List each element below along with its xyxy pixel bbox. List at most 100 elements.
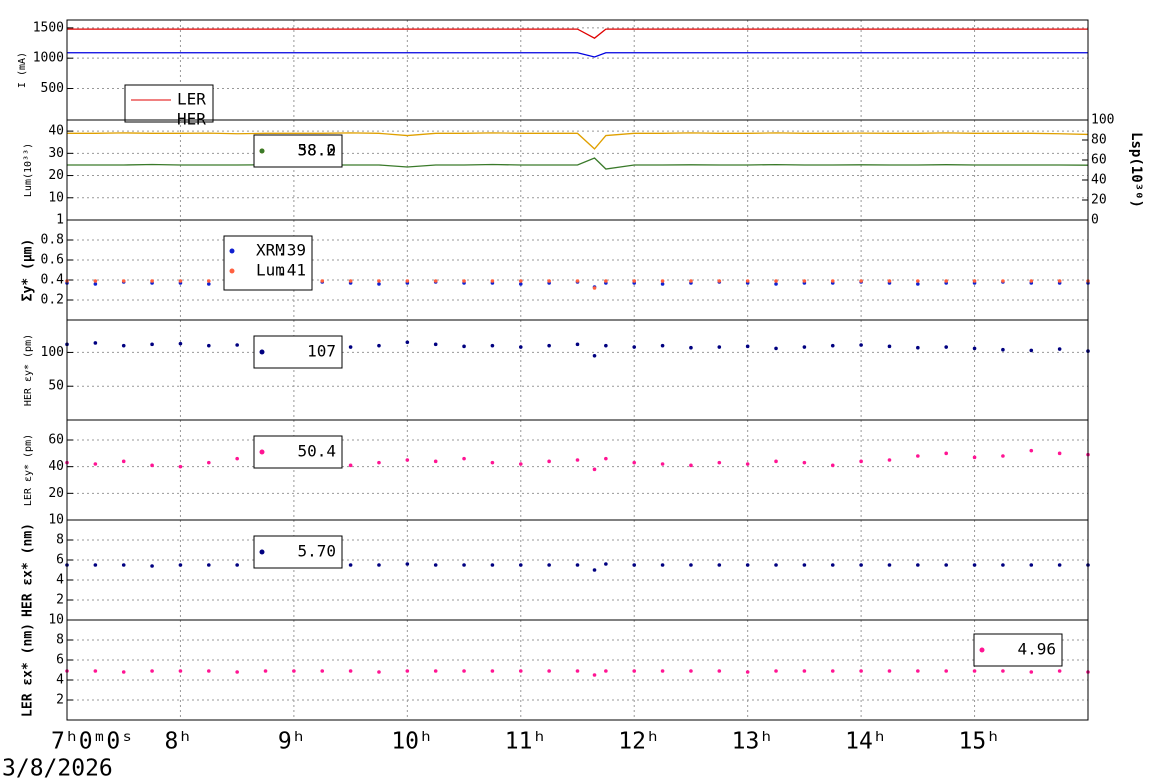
- y-tick-label: 20: [48, 486, 64, 501]
- data-point: [433, 563, 438, 567]
- data-point: [178, 341, 183, 346]
- data-point: [802, 279, 807, 283]
- y-axis-label: Σy* (µm): [21, 239, 36, 302]
- data-point: [972, 669, 977, 673]
- data-point: [660, 462, 665, 466]
- legend-box: [223, 235, 313, 291]
- y2-tick-label: 40: [1091, 173, 1107, 188]
- data-point: [660, 279, 665, 283]
- data-point: [575, 342, 580, 347]
- y-tick-label: 30: [48, 146, 64, 161]
- data-point: [944, 669, 948, 673]
- legend-name: Lum: [256, 261, 285, 280]
- data-point: [150, 669, 154, 673]
- data-point: [689, 463, 693, 468]
- data-point: [518, 563, 523, 567]
- data-point: [1001, 563, 1005, 567]
- data-point: [859, 459, 863, 464]
- data-point: [121, 279, 126, 283]
- data-point: [1001, 454, 1005, 458]
- data-point: [547, 563, 551, 567]
- data-point: [592, 286, 597, 290]
- data-point: [745, 563, 750, 567]
- data-point: [518, 282, 523, 286]
- data-point: [462, 669, 466, 673]
- data-point: [490, 669, 495, 673]
- data-point: [689, 669, 693, 673]
- data-line: [67, 28, 1088, 39]
- data-point: [121, 670, 126, 674]
- x-tick-label: 15ʰ: [959, 729, 1001, 755]
- data-point: [660, 282, 665, 286]
- data-point: [774, 563, 778, 567]
- legend-swatch: [979, 647, 985, 653]
- data-point: [518, 345, 523, 349]
- data-point: [660, 563, 665, 567]
- data-point: [1057, 669, 1062, 673]
- data-point: [916, 279, 920, 283]
- y-tick-label: 50: [48, 379, 64, 394]
- legend-box: [253, 335, 343, 369]
- x-tick-label: 12ʰ: [618, 729, 660, 755]
- data-point: [547, 343, 551, 348]
- data-point: [150, 342, 154, 347]
- data-point: [150, 564, 154, 568]
- data-point: [830, 279, 835, 283]
- y-tick-label: 4: [56, 573, 64, 588]
- data-point: [632, 460, 637, 465]
- data-point: [1057, 451, 1062, 456]
- legend-swatch: [229, 248, 235, 254]
- data-point: [632, 279, 637, 283]
- data-point: [1057, 279, 1062, 283]
- data-point: [490, 460, 495, 465]
- x-tick-label: 9ʰ: [278, 729, 306, 755]
- data-point: [320, 279, 325, 283]
- data-point: [1029, 670, 1034, 674]
- data-point: [604, 343, 608, 348]
- data-point: [377, 460, 381, 465]
- data-point: [887, 669, 892, 673]
- data-point: [433, 669, 438, 673]
- y-tick-label: 10: [48, 613, 64, 628]
- data-point: [377, 670, 381, 674]
- data-point: [150, 279, 154, 283]
- x-tick-label: 14ʰ: [845, 729, 887, 755]
- data-point: [717, 669, 722, 673]
- legend-swatch: [259, 449, 265, 455]
- data-point: [207, 563, 211, 567]
- data-point: [916, 669, 920, 673]
- data-point: [802, 345, 807, 349]
- x-tick-label: 8ʰ: [164, 729, 192, 755]
- data-point: [348, 463, 353, 468]
- legend-swatch: [229, 268, 235, 274]
- legend-readout: .39: [277, 241, 306, 260]
- data-point: [689, 345, 693, 350]
- data-point: [121, 459, 126, 464]
- data-point: [887, 279, 892, 283]
- data-point: [235, 456, 239, 461]
- legend-readout: 38.2: [297, 141, 336, 160]
- data-point: [547, 669, 551, 673]
- y-tick-label: 1: [56, 213, 64, 228]
- data-point: [93, 282, 98, 286]
- data-point: [490, 343, 495, 348]
- data-point: [1001, 279, 1005, 283]
- y2-tick-label: 20: [1091, 193, 1107, 208]
- data-point: [575, 458, 580, 462]
- y-tick-label: 40: [48, 459, 64, 474]
- data-point: [433, 279, 438, 283]
- y-axis-label: I (mA): [17, 52, 28, 88]
- data-point: [717, 345, 722, 349]
- data-point: [802, 563, 807, 567]
- data-point: [916, 454, 920, 458]
- data-line: [67, 52, 1088, 58]
- data-point: [207, 343, 211, 348]
- data-point: [121, 563, 126, 567]
- data-point: [320, 669, 325, 673]
- y-tick-label: 0.4: [41, 273, 65, 288]
- data-point: [717, 460, 722, 465]
- data-point: [518, 462, 523, 466]
- y-tick-label: 6: [56, 553, 64, 568]
- data-point: [660, 343, 665, 348]
